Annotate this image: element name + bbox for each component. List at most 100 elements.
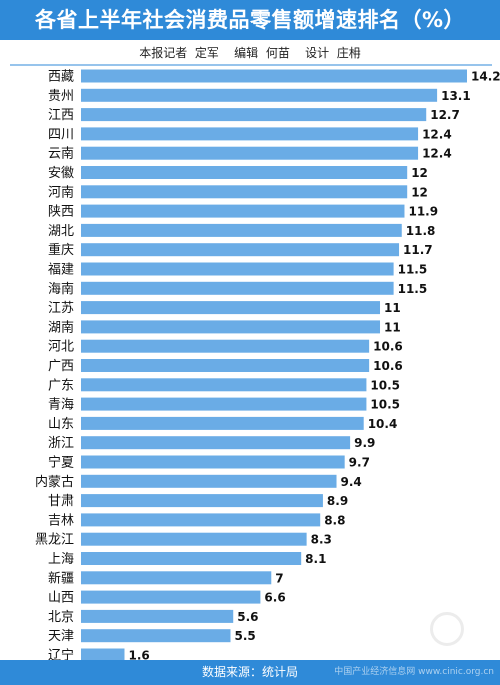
- bar: [81, 359, 370, 372]
- category-label: 湖南: [48, 319, 74, 335]
- value-label: 9.9: [354, 436, 375, 450]
- value-label: 5.5: [235, 629, 256, 643]
- value-label: 10.5: [370, 398, 400, 412]
- bar: [81, 474, 337, 488]
- watermark-text: 中国产业经济信息网 www.cinic.org.cn: [334, 667, 494, 677]
- category-label: 新疆: [48, 570, 74, 586]
- header-bar: 各省上半年社会消费品零售额增速排名（%）: [0, 0, 500, 40]
- bars-group: 西藏 14.2 贵州 13.1 江西 12.7 四川 12.4 云南 12.4 安徽 12 河南 12 陕西…: [35, 69, 500, 664]
- bar: [81, 166, 408, 179]
- value-label: 11.7: [403, 243, 433, 257]
- category-label: 上海: [48, 552, 74, 567]
- category-label: 北京: [48, 610, 74, 625]
- bar: [81, 609, 234, 623]
- bar: [81, 320, 381, 334]
- category-label: 广西: [48, 359, 74, 374]
- bar: [81, 204, 405, 218]
- value-label: 8.8: [324, 513, 345, 527]
- bar: [81, 571, 272, 585]
- value-label: 11.5: [398, 263, 428, 277]
- category-label: 湖北: [48, 224, 74, 239]
- bar: [81, 108, 427, 122]
- value-label: 10.4: [368, 417, 398, 431]
- value-label: 12.4: [422, 147, 452, 161]
- category-label: 海南: [48, 281, 74, 297]
- value-label: 11.9: [408, 205, 438, 219]
- bar: [81, 378, 367, 392]
- bar: [81, 223, 402, 237]
- watermark-logo-icon: [430, 612, 464, 646]
- bar: [81, 552, 302, 565]
- value-label: 10.6: [373, 340, 403, 354]
- bar: [81, 397, 367, 411]
- value-label: 9.7: [349, 456, 370, 470]
- bar: [81, 301, 381, 315]
- value-label: 10.5: [370, 378, 400, 392]
- category-label: 四川: [48, 127, 74, 142]
- bar: [81, 339, 370, 353]
- value-label: 11: [384, 301, 401, 315]
- bar: [81, 532, 307, 546]
- value-label: 10.6: [373, 359, 403, 373]
- bar: [81, 416, 364, 430]
- value-label: 12.7: [430, 108, 460, 122]
- value-label: 14.2: [471, 70, 500, 84]
- value-label: 1.6: [128, 649, 149, 663]
- category-label: 福建: [48, 263, 74, 278]
- bar: [81, 629, 231, 643]
- category-label: 西藏: [48, 70, 74, 85]
- value-label: 5.6: [237, 610, 258, 624]
- bar: [81, 146, 419, 160]
- footer-bar: 数据来源：统计局 中国产业经济信息网 www.cinic.org.cn: [0, 660, 500, 685]
- category-label: 江苏: [48, 300, 74, 316]
- data-source: 数据来源：统计局: [201, 665, 298, 679]
- category-label: 陕西: [48, 205, 74, 220]
- category-label: 重庆: [48, 242, 74, 258]
- bar: [81, 262, 394, 276]
- value-label: 9.4: [341, 475, 362, 489]
- bar: [81, 648, 125, 662]
- bar: [81, 185, 408, 199]
- value-label: 12.4: [422, 127, 452, 141]
- bar: [81, 513, 321, 527]
- category-label: 甘肃: [48, 494, 74, 509]
- category-label: 内蒙古: [35, 474, 74, 490]
- value-label: 11.5: [398, 282, 428, 296]
- bar: [81, 436, 351, 450]
- category-label: 云南: [48, 146, 74, 162]
- value-label: 7: [275, 571, 283, 585]
- category-label: 青海: [48, 398, 74, 413]
- category-label: 贵州: [48, 89, 74, 104]
- category-label: 浙江: [48, 436, 74, 451]
- credits-line: 本报记者 定军 编辑 何苗 设计 庄枏: [139, 46, 361, 60]
- value-label: 8.1: [305, 552, 326, 566]
- bar: [81, 281, 394, 295]
- value-label: 12: [411, 185, 428, 199]
- bar: [81, 69, 467, 83]
- category-label: 河北: [48, 340, 74, 355]
- category-label: 江西: [48, 108, 74, 123]
- value-label: 12: [411, 166, 428, 180]
- bar: [81, 494, 323, 508]
- value-label: 8.9: [327, 494, 348, 508]
- bar: [81, 243, 400, 257]
- bar: [81, 127, 419, 141]
- bar: [81, 590, 261, 604]
- category-label: 山东: [48, 417, 74, 432]
- chart-title: 各省上半年社会消费品零售额增速排名（%）: [34, 8, 466, 32]
- category-label: 安徽: [48, 166, 74, 181]
- bar: [81, 455, 345, 469]
- value-label: 6.6: [264, 591, 285, 605]
- value-label: 8.3: [311, 533, 332, 547]
- category-label: 黑龙江: [35, 533, 74, 548]
- category-label: 广东: [48, 378, 74, 393]
- value-label: 13.1: [441, 89, 471, 103]
- category-label: 天津: [48, 629, 74, 644]
- value-label: 11.8: [406, 224, 436, 238]
- category-label: 山西: [48, 591, 74, 606]
- value-label: 11: [384, 320, 401, 334]
- category-label: 辽宁: [48, 648, 74, 664]
- category-label: 宁夏: [48, 455, 74, 471]
- category-label: 河南: [48, 184, 74, 200]
